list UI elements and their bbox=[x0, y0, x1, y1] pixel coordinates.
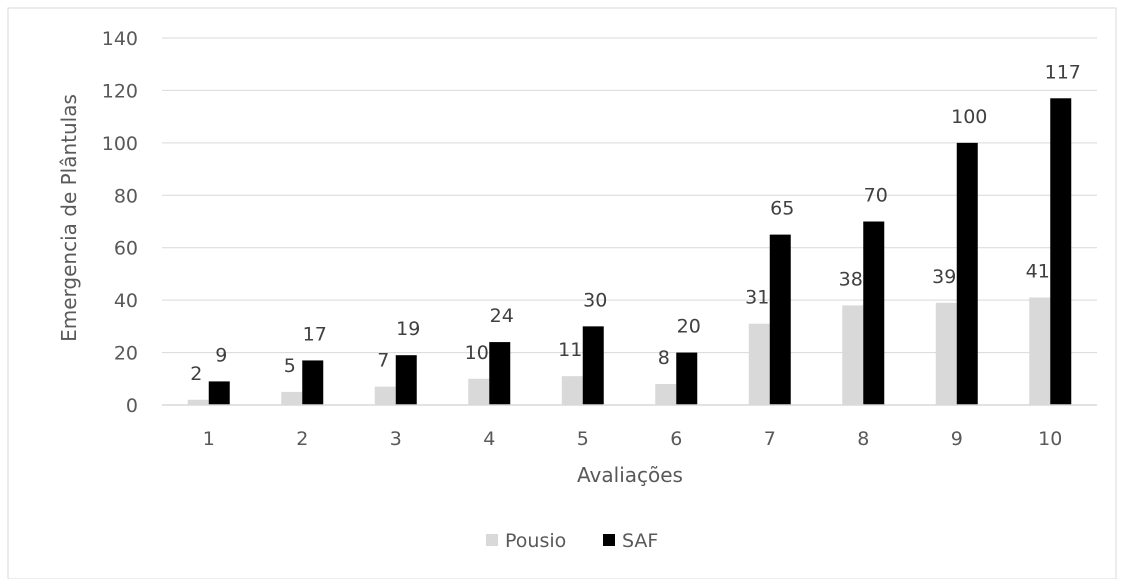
bar-saf bbox=[769, 234, 791, 405]
y-tick-label: 60 bbox=[114, 238, 138, 260]
legend-label-pousio: Pousio bbox=[505, 530, 566, 552]
data-label-saf: 20 bbox=[677, 316, 701, 338]
bar-saf bbox=[302, 360, 324, 405]
data-label-saf: 9 bbox=[215, 344, 227, 366]
x-tick-label: 4 bbox=[483, 428, 495, 450]
data-label-saf: 70 bbox=[864, 185, 888, 207]
bar-saf bbox=[956, 142, 978, 405]
data-label-pousio: 38 bbox=[839, 268, 863, 290]
x-tick-label: 1 bbox=[203, 428, 215, 450]
data-label-saf: 24 bbox=[490, 305, 514, 327]
bar-pousio bbox=[561, 376, 583, 405]
x-axis-title: Avaliações bbox=[577, 463, 683, 487]
bar-saf bbox=[395, 355, 417, 405]
x-tick-label: 7 bbox=[764, 428, 776, 450]
data-label-saf: 30 bbox=[583, 289, 607, 311]
data-label-saf: 17 bbox=[303, 323, 327, 345]
y-tick-label: 120 bbox=[102, 80, 138, 102]
data-label-saf: 117 bbox=[1045, 61, 1081, 83]
bar-pousio bbox=[1029, 297, 1051, 405]
bar-pousio bbox=[935, 302, 957, 405]
legend-swatch-pousio bbox=[486, 534, 498, 546]
bar-saf bbox=[676, 352, 698, 405]
y-axis-title: Emergencia de Plântulas bbox=[57, 94, 81, 342]
data-label-saf: 100 bbox=[951, 106, 987, 128]
gridlines bbox=[162, 37, 1097, 354]
legend: Pousio SAF bbox=[486, 530, 658, 552]
data-label-pousio: 11 bbox=[558, 339, 582, 361]
data-label-pousio: 2 bbox=[190, 363, 202, 385]
data-label-pousio: 39 bbox=[932, 266, 956, 288]
chart-area-border bbox=[7, 7, 1117, 580]
x-tick-label: 10 bbox=[1038, 428, 1062, 450]
y-tick-label: 100 bbox=[102, 133, 138, 155]
x-tick-label: 2 bbox=[296, 428, 308, 450]
x-tick-label: 8 bbox=[857, 428, 869, 450]
bar-pousio bbox=[374, 386, 396, 405]
data-label-pousio: 8 bbox=[658, 347, 670, 369]
bar-saf bbox=[1050, 98, 1072, 406]
data-label-saf: 19 bbox=[396, 318, 420, 340]
x-tick-label: 3 bbox=[390, 428, 402, 450]
bar-saf bbox=[582, 326, 604, 405]
bar-pousio bbox=[748, 323, 770, 405]
data-label-saf: 65 bbox=[770, 198, 794, 220]
legend-swatch-saf bbox=[603, 534, 615, 546]
bar-pousio bbox=[655, 384, 677, 405]
bar-saf bbox=[208, 381, 230, 405]
data-label-pousio: 5 bbox=[284, 355, 296, 377]
bar-saf bbox=[863, 221, 885, 405]
y-tick-label: 40 bbox=[114, 290, 138, 312]
data-label-pousio: 7 bbox=[377, 350, 389, 372]
y-tick-label: 140 bbox=[102, 28, 138, 50]
x-tick-label: 5 bbox=[577, 428, 589, 450]
data-label-pousio: 31 bbox=[745, 287, 769, 309]
bar-pousio bbox=[842, 305, 864, 405]
axes: 0 20 40 60 80 100 120 140 1 2 3 4 5 6 7 8 9 10 bbox=[102, 28, 1097, 450]
bar-pousio bbox=[187, 399, 209, 405]
y-tick-label: 0 bbox=[126, 395, 138, 417]
data-label-pousio: 10 bbox=[465, 342, 489, 364]
bar-saf bbox=[489, 342, 511, 405]
y-tick-label: 80 bbox=[114, 185, 138, 207]
bars bbox=[187, 98, 1072, 406]
x-tick-label: 6 bbox=[670, 428, 682, 450]
y-tick-label: 20 bbox=[114, 343, 138, 365]
data-label-pousio: 41 bbox=[1026, 261, 1050, 283]
x-tick-label: 9 bbox=[951, 428, 963, 450]
legend-label-saf: SAF bbox=[622, 530, 658, 552]
bar-pousio bbox=[281, 391, 303, 405]
bar-pousio bbox=[468, 378, 490, 405]
